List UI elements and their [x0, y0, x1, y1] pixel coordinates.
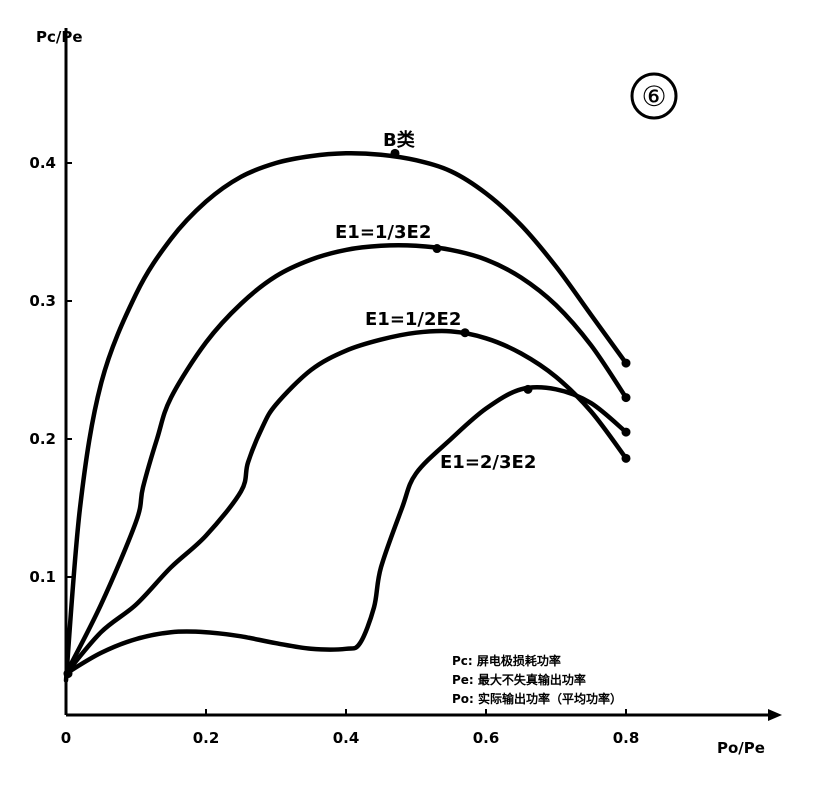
legend-line-1: Pc: 屏电极损耗功率	[452, 653, 561, 668]
curves	[63, 148, 631, 683]
x-tick-label: 0	[61, 729, 71, 747]
series-label-1: B类	[383, 129, 416, 151]
series-line-2	[63, 243, 629, 676]
legend-line-3: Po: 实际输出功率（平均功率）	[452, 691, 622, 706]
y-tick-label: 0.1	[29, 568, 56, 586]
x-axis-arrow	[768, 709, 782, 721]
y-tick-label: 0.3	[29, 292, 56, 310]
series-peak-marker-4	[523, 384, 533, 394]
series-end-marker-4	[621, 427, 631, 437]
series-line-1	[63, 151, 629, 683]
x-tick-label: 0.4	[333, 729, 360, 747]
figure-number-badge: ⑥	[630, 72, 678, 120]
x-tick-label: 0.8	[613, 729, 640, 747]
x-axis-title: Po/Pe	[717, 739, 765, 757]
labels: Pc/Pe Po/Pe 0 0.2 0.4 0.6 0.8 0.1 0.2 0.3 0.4 B类 E1=…	[29, 28, 765, 757]
series-end-marker-2	[621, 393, 631, 403]
series-label-2: E1=1/3E2	[335, 222, 431, 243]
series-line-4	[63, 384, 629, 676]
series-peak-marker-3	[460, 328, 470, 338]
x-tick-label: 0.2	[193, 729, 220, 747]
series-end-marker-1	[621, 358, 631, 368]
x-tick-label: 0.6	[473, 729, 500, 747]
y-axis-title: Pc/Pe	[36, 28, 83, 46]
y-tick-label: 0.4	[29, 154, 56, 172]
origin-marker	[63, 669, 73, 679]
legend-line-2: Pe: 最大不失真输出功率	[452, 672, 586, 687]
series-peak-marker-2	[432, 244, 442, 254]
axes	[64, 28, 782, 721]
badge-circle	[630, 72, 678, 120]
badge-text: ⑥	[641, 80, 666, 113]
series-peak-marker-1	[390, 148, 400, 158]
legend: Pc: 屏电极损耗功率 Pe: 最大不失真输出功率 Po: 实际输出功率（平均功…	[452, 653, 622, 706]
series-label-3: E1=1/2E2	[365, 309, 461, 330]
y-tick-label: 0.2	[29, 430, 56, 448]
series-line-3	[63, 328, 629, 676]
series-label-4: E1=2/3E2	[440, 452, 536, 473]
series-end-marker-3	[621, 453, 631, 463]
